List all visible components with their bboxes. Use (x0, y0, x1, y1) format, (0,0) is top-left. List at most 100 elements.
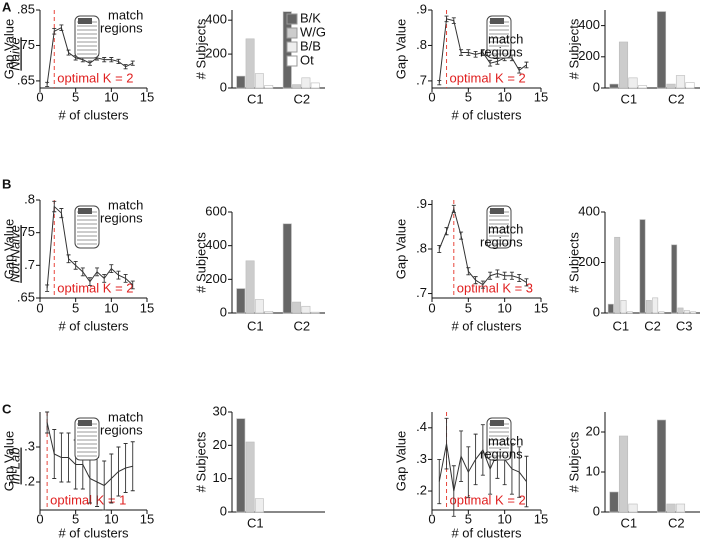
y-tick-label: .85 (17, 1, 35, 16)
y-tick-label: .9 (416, 1, 427, 16)
x-tick-label: 10 (104, 89, 118, 104)
legend-label: Ot (300, 52, 314, 67)
error-bar (45, 411, 50, 434)
bar (683, 310, 690, 314)
error-bar (509, 271, 514, 280)
error-bar (437, 80, 442, 86)
error-bar (517, 446, 522, 498)
y-tick-label: .7 (416, 285, 427, 300)
x-tick-label: 15 (140, 89, 154, 104)
bar (637, 85, 648, 89)
annotation: match (488, 31, 523, 46)
bar (618, 435, 629, 513)
optimal-k-label: optimal K = 2 (450, 492, 526, 507)
error-bar (130, 280, 135, 290)
bar (236, 288, 246, 314)
y-tick-label: 20 (213, 437, 227, 452)
y-tick-label: .65 (17, 72, 35, 87)
y-tick-label: 200 (578, 48, 600, 63)
x-tick-label: 10 (104, 511, 118, 526)
error-bar (488, 271, 493, 280)
bar (656, 11, 667, 89)
error-bar (466, 267, 471, 276)
brain-region (490, 18, 504, 24)
bar (292, 84, 302, 89)
error-bar (130, 60, 135, 66)
x-tick-label: 0 (36, 511, 43, 526)
x-axis-label: # of clusters (58, 318, 129, 333)
error-bar (66, 49, 71, 56)
bar (675, 75, 686, 89)
error-bar (87, 60, 92, 66)
x-tick-label: C1 (620, 91, 637, 106)
x-tick-label: 5 (72, 511, 79, 526)
bar (671, 244, 678, 314)
y-axis-label: # Subjects (566, 18, 581, 79)
bar (264, 311, 274, 314)
error-bar (130, 441, 135, 492)
legend-label: B/K (300, 10, 321, 25)
error-bar (437, 244, 442, 254)
error-bar (102, 57, 107, 63)
annotation: regions (480, 44, 523, 59)
error-bar (52, 200, 57, 213)
brain-icon (486, 205, 512, 249)
bar (245, 38, 255, 89)
x-tick-label: 5 (465, 300, 472, 315)
panel-letter: A (2, 0, 12, 14)
error-bar (109, 453, 114, 504)
y-tick-label: .2 (24, 473, 35, 488)
x-axis-label: # of clusters (451, 525, 522, 540)
y-tick-label: .7 (24, 257, 35, 272)
optimal-k-label: optimal K = 2 (450, 70, 526, 85)
x-tick-label: 0 (428, 89, 435, 104)
bar (609, 491, 619, 513)
legend-swatch (286, 55, 298, 67)
annotation: match (108, 7, 143, 22)
error-bar (495, 269, 500, 278)
error-bar (437, 458, 442, 505)
error-bar (102, 460, 107, 511)
error-bar (517, 66, 522, 74)
y-tick-label: .75 (17, 37, 35, 52)
y-axis-label: # Subjects (193, 431, 208, 492)
panel-letter: C (2, 401, 12, 416)
x-tick-label: 0 (36, 300, 43, 315)
bar (666, 83, 676, 89)
error-bar (517, 273, 522, 282)
x-tick-label: 15 (534, 511, 548, 526)
error-bar (123, 274, 128, 283)
bar (301, 305, 311, 314)
bar (690, 311, 697, 314)
bar (628, 77, 638, 89)
annotation: match (108, 197, 143, 212)
panel-letter: B (2, 176, 11, 191)
annotation: regions (100, 20, 143, 35)
y-tick-label: .2 (416, 482, 427, 497)
x-tick-label: 0 (36, 89, 43, 104)
x-tick-label: C2 (668, 91, 685, 106)
y-tick-label: .9 (416, 196, 427, 211)
y-tick-label: .4 (416, 419, 427, 434)
error-bar (73, 260, 78, 270)
bar (626, 311, 633, 314)
error-bar (59, 24, 64, 32)
error-bar (488, 59, 493, 67)
y-tick-label: 400 (578, 17, 600, 32)
y-tick-label: .65 (17, 289, 35, 304)
y-tick-label: 200 (205, 271, 227, 286)
error-bar (473, 51, 478, 58)
annotation: match (488, 433, 523, 448)
optimal-k-label: optimal K = 3 (457, 280, 533, 295)
row-label: Not-Naive (7, 225, 22, 283)
bar (685, 82, 695, 89)
brain-outline (486, 15, 512, 59)
x-tick-label: 10 (497, 300, 511, 315)
y-tick-label: 400 (205, 237, 227, 252)
x-tick-label: C2 (668, 515, 685, 530)
error-bar (444, 15, 449, 23)
bar (245, 260, 255, 314)
y-tick-label: .3 (416, 451, 427, 466)
error-bar (451, 204, 456, 213)
x-tick-label: C1 (620, 515, 637, 530)
